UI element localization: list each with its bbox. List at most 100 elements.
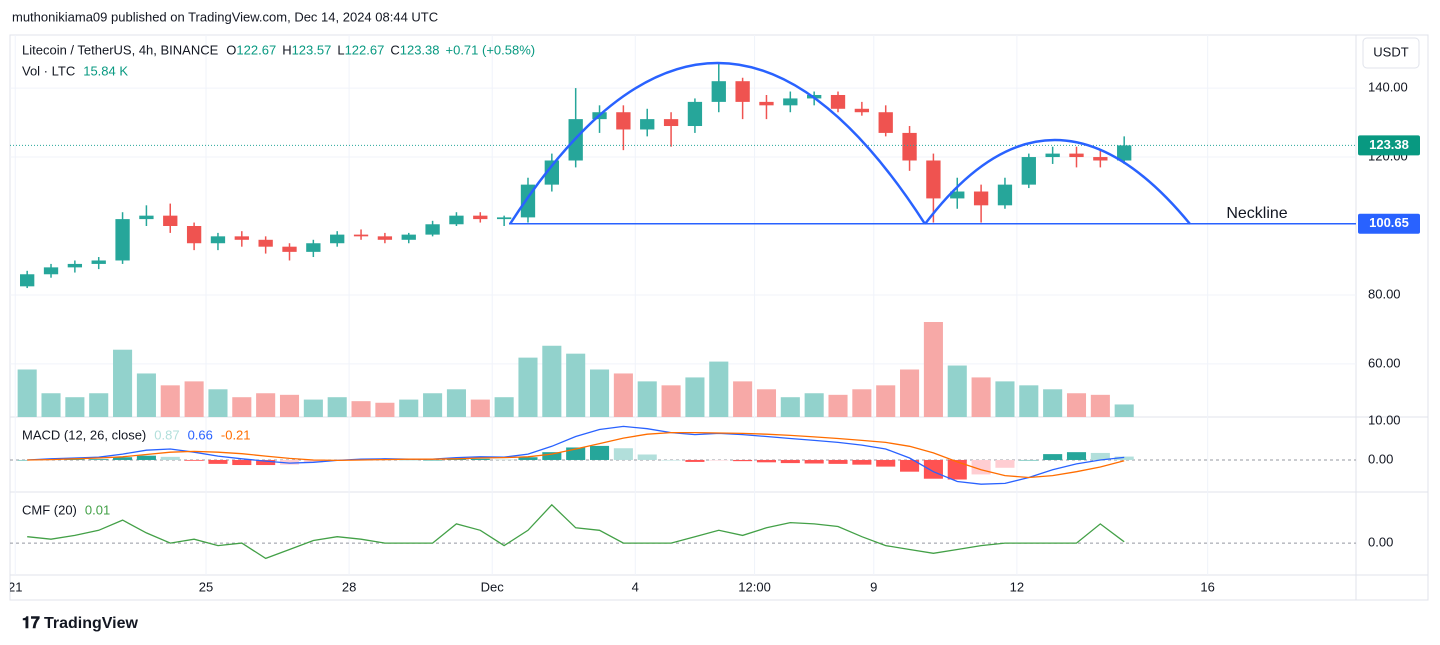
volume-bar xyxy=(17,369,37,417)
volume-bar xyxy=(995,381,1015,417)
volume-bar xyxy=(1090,394,1110,417)
neckline-price-box xyxy=(1358,213,1420,234)
macd-histogram-bar xyxy=(1019,459,1039,461)
volume-bar xyxy=(637,381,657,417)
legend-text: MACD (12, 26, close) xyxy=(22,427,146,442)
candle-body xyxy=(425,224,440,235)
macd-histogram-bar xyxy=(947,459,967,480)
volume-bar xyxy=(113,349,133,417)
macd-histogram-bar xyxy=(780,459,800,464)
legend-text: +0.71 (+0.58%) xyxy=(446,42,536,57)
macd-histogram-bar xyxy=(470,458,490,460)
macd-histogram-bar xyxy=(756,459,777,463)
volume-bar xyxy=(208,389,228,417)
volume-bar xyxy=(947,365,967,417)
volume-bar xyxy=(1043,389,1063,417)
volume-bar xyxy=(828,394,848,417)
attribution: muthonikiama09 published on TradingView.… xyxy=(12,9,438,24)
y-tick-label: 0.00 xyxy=(1368,451,1393,466)
logo-mark: 𝟏𝟕 xyxy=(22,615,40,632)
candle-body xyxy=(878,112,893,133)
volume-bar xyxy=(709,361,729,417)
macd-histogram-bar xyxy=(518,457,538,460)
candle-body xyxy=(353,234,369,237)
volume-bar xyxy=(1019,385,1039,417)
legend-text: 123.57 xyxy=(292,42,332,57)
macd-histogram-bar xyxy=(89,459,109,460)
macd-histogram-bar xyxy=(232,459,252,466)
volume-bar xyxy=(256,393,276,417)
macd-histogram-bar xyxy=(804,459,824,464)
volume-bar xyxy=(89,393,109,417)
legend-text: H xyxy=(282,42,291,57)
candle-body xyxy=(496,217,512,220)
macd-histogram-bar xyxy=(876,459,896,467)
last-price: 123.38 xyxy=(1369,137,1409,152)
candle-body xyxy=(663,119,679,127)
x-tick-label: 16 xyxy=(1200,579,1214,594)
candle-body xyxy=(330,234,345,244)
volume-bar xyxy=(542,345,562,417)
legend-text: O xyxy=(226,42,236,57)
legend-text: C xyxy=(390,42,399,57)
volume-bar xyxy=(1066,393,1087,417)
macd-histogram-bar xyxy=(1090,452,1110,460)
y-tick-label: 10.00 xyxy=(1368,412,1401,427)
volume-bar xyxy=(566,353,586,417)
macd-histogram-bar xyxy=(1114,456,1134,460)
volume-bar xyxy=(804,393,824,417)
macd-histogram-bar xyxy=(399,459,419,461)
currency-button[interactable] xyxy=(1362,37,1420,69)
footer-logo: TradingView xyxy=(44,615,139,632)
x-tick-label: Dec xyxy=(481,579,505,594)
candle-body xyxy=(854,108,870,113)
volume-bar xyxy=(65,397,85,417)
legend-text: Litecoin / TetherUS, 4h, BINANCE xyxy=(22,42,219,57)
candle-body xyxy=(735,81,750,102)
legend-text: 0.66 xyxy=(188,427,213,442)
candle-body xyxy=(234,236,249,240)
y-tick-label: 60.00 xyxy=(1368,355,1401,370)
currency[interactable]: USDT xyxy=(1373,44,1408,59)
macd-histogram-bar xyxy=(184,459,204,461)
volume-bar xyxy=(303,399,323,417)
neckline-label: Neckline xyxy=(1226,205,1287,222)
candle-body xyxy=(640,119,655,130)
macd-histogram-bar xyxy=(1043,454,1063,460)
volume-bar xyxy=(589,369,610,417)
candle-body xyxy=(1069,153,1084,158)
volume-bar xyxy=(423,393,443,417)
candle-body xyxy=(210,236,226,244)
x-tick-label: 12:00 xyxy=(738,579,771,594)
legend-text: L xyxy=(337,42,344,57)
volume-bar xyxy=(685,377,705,417)
volume-bar xyxy=(327,397,347,417)
candle-body xyxy=(43,267,59,275)
volume-bar xyxy=(446,389,466,417)
candle-body xyxy=(1045,153,1060,158)
legend-text: 0.87 xyxy=(154,427,179,442)
volume-bar xyxy=(733,381,753,417)
macd-histogram-bar xyxy=(709,459,729,461)
volume-bar xyxy=(876,385,896,417)
macd-histogram-bar xyxy=(208,459,228,464)
candle-body xyxy=(687,101,703,127)
macd-histogram-bar xyxy=(136,455,156,460)
volume-bar xyxy=(971,377,991,417)
macd-histogram-bar xyxy=(685,459,705,462)
pattern-drawing xyxy=(508,61,1191,225)
candle-body xyxy=(186,226,202,244)
candle-body xyxy=(759,101,774,106)
indicator-line xyxy=(27,431,1125,479)
volume-bar xyxy=(613,373,633,417)
x-tick-label: 28 xyxy=(342,579,356,594)
macd-histogram-bar xyxy=(923,459,943,479)
candle-body xyxy=(377,236,393,240)
volume-bar xyxy=(852,389,872,417)
candle-body xyxy=(902,132,917,161)
volume-bar xyxy=(1114,404,1134,417)
candle-body xyxy=(783,98,798,106)
candle-body xyxy=(401,234,416,240)
candle-body xyxy=(258,239,273,247)
